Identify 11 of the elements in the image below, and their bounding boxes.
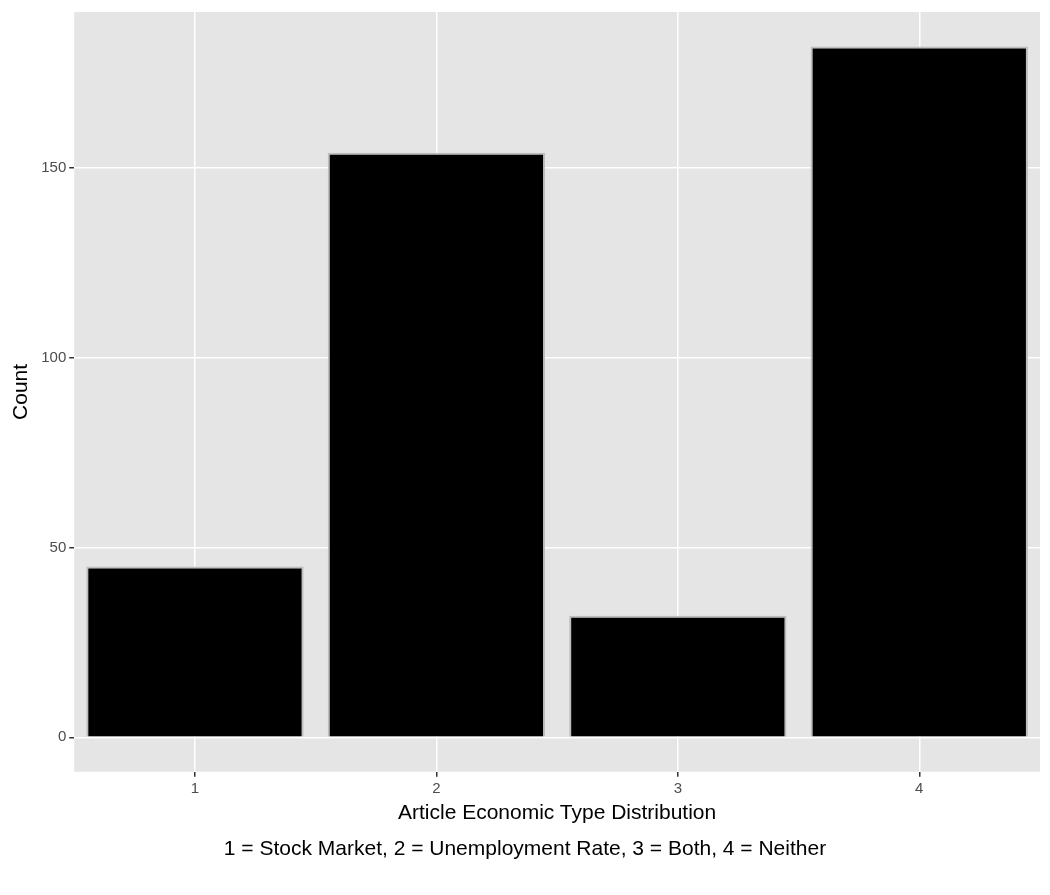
- y-tick-label: 150: [41, 158, 67, 176]
- x-tick-label: 1: [190, 778, 200, 796]
- y-tick-label: 0: [57, 727, 67, 745]
- x-tick-label: 4: [915, 778, 924, 796]
- x-axis-title: Article Economic Type Distribution: [397, 800, 717, 824]
- x-tick-label: 2: [432, 778, 441, 796]
- text: 1 = Stock Market, 2 = Unemployment Rate, 3 = Both, 4 = Neither: [222, 836, 828, 860]
- x-tick-label: 3: [673, 778, 683, 796]
- y-axis-title: Count: [8, 363, 32, 420]
- y-tick-label: 100: [41, 347, 67, 365]
- y-tick-label: 50: [49, 537, 67, 555]
